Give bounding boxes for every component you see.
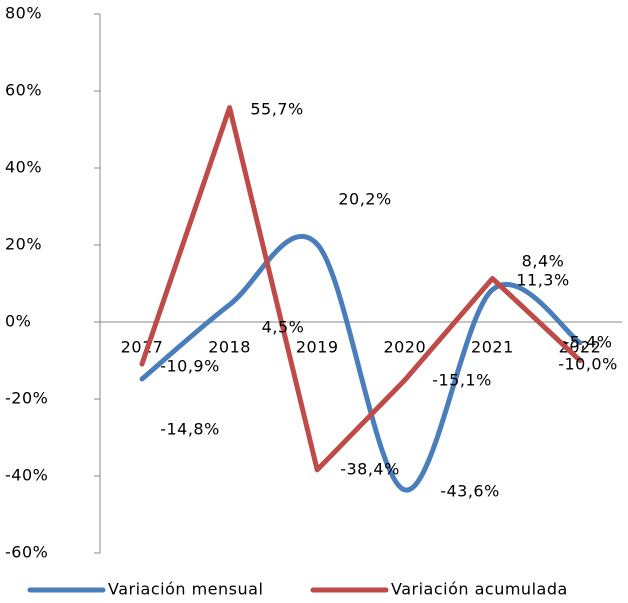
data-label: 4,5% [262,318,305,337]
data-label: -43,6% [440,482,500,501]
y-tick-label: -20% [5,389,48,408]
series-line [139,105,583,473]
x-tick-label: 2021 [471,338,514,357]
y-tick-label: -40% [5,466,48,485]
legend-label: Variación mensual [108,580,263,599]
y-tick-label: 80% [5,4,42,23]
x-tick-label: 2018 [208,338,251,357]
data-label: -38,4% [340,460,400,479]
y-tick-label: -60% [5,543,48,562]
x-tick-label: 2020 [383,338,426,357]
x-tick-label: 2019 [296,338,339,357]
data-label: 8,4% [522,252,565,271]
legend-label: Variación acumulada [391,580,568,599]
y-tick-label: 20% [5,235,42,254]
x-tick-label: 2017 [121,338,164,357]
y-tick-label: 0% [5,312,31,331]
data-label: -15,1% [432,371,492,390]
data-label: 55,7% [250,100,303,119]
data-label: 11,3% [516,271,569,290]
y-tick-label: 60% [5,81,42,100]
data-label: -5,4% [564,333,613,352]
data-label: -14,8% [160,420,220,439]
data-label: -10,9% [160,357,220,376]
y-tick-label: 40% [5,158,42,177]
data-label: 20,2% [338,190,391,209]
data-label: -10,0% [558,355,618,374]
